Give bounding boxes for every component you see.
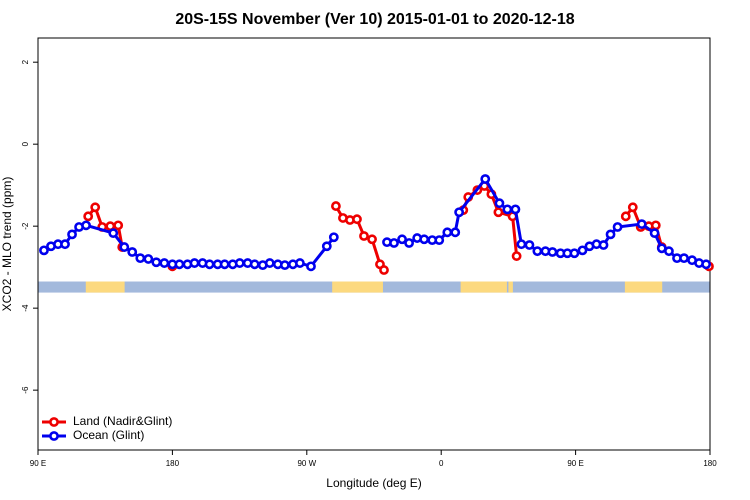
data-point (547, 247, 558, 257)
land-strip (624, 281, 663, 293)
data-point (650, 220, 661, 231)
data-point (612, 222, 623, 232)
data-point (189, 258, 200, 268)
data-point (352, 214, 362, 225)
data-point (151, 257, 162, 268)
data-point (636, 219, 647, 230)
data-point (83, 211, 94, 222)
data-point (39, 245, 49, 256)
x-tick-label: 90 E (30, 459, 46, 468)
data-point (494, 198, 505, 209)
data-point (649, 228, 660, 239)
data-point (511, 251, 522, 261)
legend-label: Land (Nadir&Glint) (73, 414, 172, 428)
data-point (598, 240, 609, 250)
land-strip (460, 281, 507, 293)
data-point (454, 207, 465, 218)
data-point (108, 228, 119, 239)
x-tick-label: 90 E (567, 459, 583, 468)
data-point (174, 259, 185, 270)
data-point (389, 238, 399, 248)
plot-frame (37, 37, 711, 451)
data-point (295, 258, 305, 268)
chart-title: 20S-15S November (Ver 10) 2015-01-01 to … (175, 11, 574, 28)
data-point (701, 259, 712, 270)
data-point (90, 202, 101, 213)
y-axis-label: XCO2 - MLO trend (ppm) (0, 177, 14, 312)
data-point (279, 260, 290, 271)
data-point (419, 234, 430, 245)
data-point (379, 265, 389, 275)
y-tick-label: 2 (21, 59, 30, 64)
legend-marker (49, 431, 59, 441)
data-point (359, 231, 369, 241)
data-point (502, 204, 513, 215)
y-tick-label: -6 (21, 386, 30, 394)
data-point (450, 227, 461, 238)
x-axis-label: Longitude (deg E) (326, 476, 421, 490)
land-strip (508, 281, 513, 293)
x-tick-label: 180 (166, 459, 180, 468)
y-tick-label: -2 (21, 222, 30, 230)
data-point (367, 234, 377, 245)
data-point (397, 234, 407, 245)
data-point (510, 204, 521, 215)
data-point (569, 248, 580, 259)
data-point (442, 227, 453, 238)
data-point (249, 259, 260, 270)
data-point (159, 258, 170, 268)
y-tick-label: 0 (21, 141, 30, 146)
data-point (493, 207, 504, 218)
data-point (135, 253, 146, 264)
data-point (577, 245, 588, 256)
x-tick-label: 180 (703, 459, 717, 468)
data-point (119, 242, 130, 252)
data-point (404, 238, 414, 248)
data-point (664, 246, 674, 257)
data-point (143, 254, 154, 264)
data-point (524, 240, 535, 250)
land-strip (332, 281, 383, 293)
x-tick-label: 90 W (297, 459, 316, 468)
data-point (605, 229, 616, 240)
data-point (627, 202, 638, 213)
y-tick-label: -4 (21, 304, 30, 312)
data-point (67, 229, 77, 240)
data-point (516, 239, 527, 250)
data-point (480, 174, 491, 184)
data-point (60, 239, 70, 250)
data-point (113, 220, 124, 231)
legend-label: Ocean (Glint) (73, 428, 144, 442)
land-strip (85, 281, 125, 293)
x-tick-label: 0 (439, 459, 444, 468)
data-point (328, 232, 339, 243)
data-point (321, 241, 332, 252)
data-point (127, 247, 138, 257)
data-point (306, 261, 316, 272)
data-point (219, 259, 230, 270)
data-point (620, 211, 631, 222)
data-point (204, 259, 215, 270)
legend-marker (49, 417, 59, 427)
data-point (234, 258, 245, 268)
data-point (679, 253, 689, 264)
data-point (81, 220, 91, 231)
data-point (532, 246, 543, 257)
data-point (331, 201, 341, 211)
data-point (264, 258, 275, 268)
data-point (434, 235, 445, 246)
